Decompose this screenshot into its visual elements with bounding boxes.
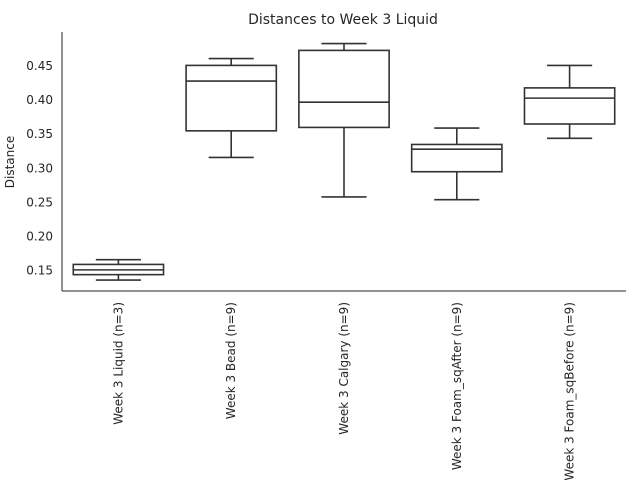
y-tick-label: 0.40 bbox=[26, 93, 53, 107]
x-tick-label: Week 3 Calgary (n=9) bbox=[337, 302, 351, 435]
y-axis-ticks: 0.15 0.20 0.25 0.30 0.35 0.40 0.45 bbox=[26, 59, 53, 277]
box-group bbox=[298, 42, 390, 198]
y-axis-label: Distance bbox=[3, 136, 17, 188]
box-group bbox=[72, 258, 165, 281]
box-iqr bbox=[523, 87, 616, 125]
box-plot-boxes bbox=[72, 42, 616, 281]
box-group bbox=[410, 127, 503, 201]
box-group bbox=[523, 64, 616, 140]
y-tick-label: 0.25 bbox=[26, 195, 53, 209]
y-tick-label: 0.15 bbox=[26, 264, 53, 278]
y-tick-label: 0.45 bbox=[26, 59, 53, 73]
x-tick-label: Week 3 Foam_sqBefore (n=9) bbox=[563, 302, 577, 480]
y-tick-label: 0.20 bbox=[26, 229, 53, 243]
box-iqr bbox=[185, 64, 278, 132]
chart-title: Distances to Week 3 Liquid bbox=[248, 12, 438, 28]
y-tick-label: 0.30 bbox=[26, 161, 53, 175]
x-tick-label: Week 3 Foam_sqAfter (n=9) bbox=[450, 302, 464, 470]
x-axis-ticks: Week 3 Liquid (n=3) Week 3 Bead (n=9) Week… bbox=[111, 302, 576, 480]
box-iqr bbox=[298, 49, 390, 129]
box-group bbox=[185, 57, 278, 159]
x-tick-label: Week 3 Bead (n=9) bbox=[224, 302, 238, 419]
x-tick-label: Week 3 Liquid (n=3) bbox=[111, 302, 125, 425]
y-tick-label: 0.35 bbox=[26, 127, 53, 141]
